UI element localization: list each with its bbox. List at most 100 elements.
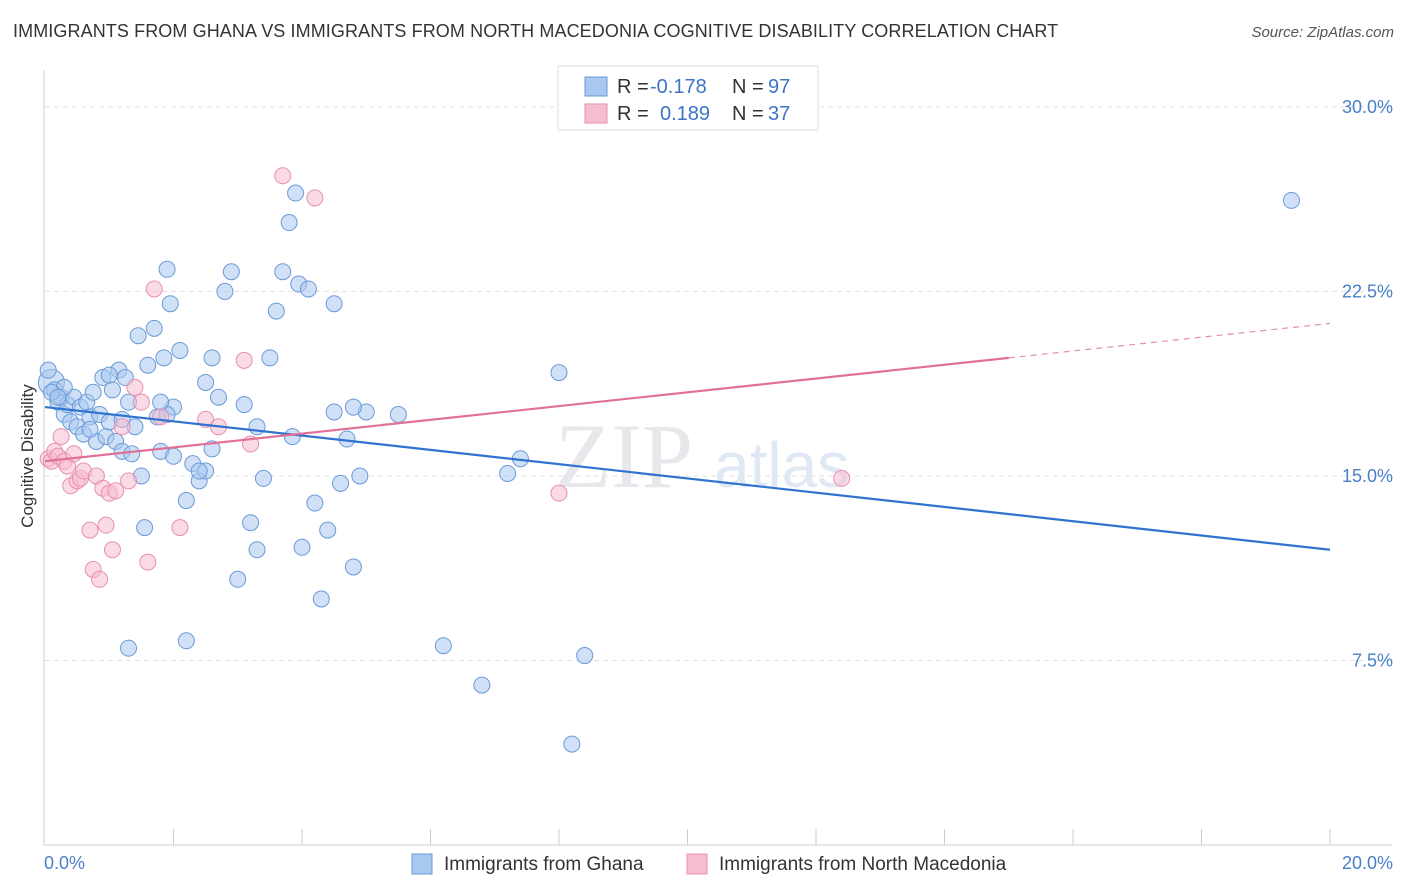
point-ghana — [136, 519, 154, 537]
point-ghana — [161, 295, 179, 313]
point-ghana — [203, 349, 221, 367]
point-ghana — [129, 327, 147, 345]
point-ghana — [216, 282, 234, 300]
point-ghana — [261, 349, 279, 367]
point-ghana — [351, 467, 369, 485]
point-ghana — [100, 366, 118, 384]
trendlines — [44, 322, 1331, 551]
point-ghana — [287, 184, 305, 202]
point-ghana — [299, 280, 317, 298]
trendline-ghana — [44, 405, 1331, 551]
watermark-atlas: atlas — [714, 429, 849, 501]
point-ghana — [332, 474, 350, 492]
point-north-macedonia — [235, 351, 253, 369]
x-tick-label-min: 0.0% — [44, 853, 85, 873]
bottom-legend-swatch-north-macedonia — [686, 853, 708, 875]
legend-box: R = -0.178 N = 97 R = 0.189 N = 37 — [557, 65, 819, 131]
point-ghana — [235, 396, 253, 414]
point-ghana — [81, 420, 99, 438]
point-north-macedonia — [103, 541, 121, 559]
point-ghana — [344, 558, 362, 576]
point-north-macedonia — [833, 469, 851, 487]
watermark-zip: ZIP — [555, 405, 693, 507]
point-north-macedonia — [171, 519, 189, 537]
y-tick-label: 30.0% — [1342, 97, 1393, 117]
y-tick-label: 7.5% — [1352, 650, 1393, 670]
legend-swatch-ghana — [584, 76, 608, 97]
legend-r-label-north-macedonia: R = — [617, 103, 649, 125]
point-ghana — [389, 405, 407, 423]
point-ghana — [319, 521, 337, 539]
legend-r-value-north-macedonia: 0.189 — [660, 103, 710, 125]
point-ghana — [103, 381, 121, 399]
point-ghana — [280, 214, 298, 232]
point-ghana — [344, 398, 362, 416]
point-ghana — [49, 388, 67, 406]
point-ghana — [190, 462, 208, 480]
point-north-macedonia — [91, 570, 109, 588]
point-ghana — [209, 388, 227, 406]
y-tick-label: 22.5% — [1342, 281, 1393, 301]
legend-n-value-ghana: 97 — [768, 76, 790, 98]
point-ghana — [165, 447, 182, 465]
point-ghana — [434, 637, 452, 655]
point-ghana — [283, 428, 301, 446]
point-north-macedonia — [132, 393, 150, 411]
bottom-legend-label-north-macedonia: Immigrants from North Macedonia — [719, 854, 1007, 875]
point-ghana — [473, 676, 491, 694]
point-ghana — [84, 383, 102, 401]
point-ghana — [120, 639, 138, 657]
point-ghana — [155, 349, 173, 367]
point-ghana — [39, 361, 57, 379]
point-north-macedonia — [52, 428, 70, 446]
legend-n-label-north-macedonia: N = — [732, 103, 764, 125]
point-ghana — [254, 469, 272, 487]
bottom-legend-swatch-ghana — [411, 853, 433, 875]
point-north-macedonia — [306, 189, 324, 207]
chart-title: IMMIGRANTS FROM GHANA VS IMMIGRANTS FROM… — [13, 21, 1059, 41]
point-north-macedonia — [274, 167, 292, 185]
point-north-macedonia — [97, 516, 115, 534]
point-north-macedonia — [139, 553, 157, 571]
point-ghana — [197, 373, 215, 391]
legend-swatch-north-macedonia — [584, 103, 608, 124]
trendline-north-macedonia-extension — [1008, 322, 1331, 359]
point-ghana — [325, 295, 343, 313]
point-north-macedonia — [550, 484, 568, 502]
point-ghana — [222, 263, 240, 281]
point-ghana — [248, 418, 266, 436]
legend-n-value-north-macedonia: 37 — [768, 103, 790, 125]
point-ghana — [312, 590, 330, 608]
point-ghana — [171, 341, 189, 359]
legend-n-label-ghana: N = — [732, 76, 764, 98]
point-ghana — [325, 403, 343, 421]
point-ghana — [177, 492, 195, 510]
point-ghana — [229, 570, 247, 588]
x-tick-label-max: 20.0% — [1342, 853, 1393, 873]
tick-labels: 7.5% 15.0% 22.5% 30.0% 0.0% 20.0% — [44, 97, 1393, 873]
point-north-macedonia — [107, 482, 125, 500]
point-north-macedonia — [113, 418, 131, 436]
point-ghana — [306, 494, 324, 512]
point-ghana — [203, 440, 221, 458]
point-north-macedonia — [145, 280, 163, 298]
grid — [45, 106, 1392, 661]
bottom-legend-label-ghana: Immigrants from Ghana — [444, 854, 644, 875]
point-ghana — [550, 364, 568, 382]
point-north-macedonia — [81, 521, 99, 539]
y-axis-title: Cognitive Disability — [18, 384, 37, 528]
point-north-macedonia — [120, 472, 138, 490]
point-ghana — [499, 464, 517, 482]
source-label: Source: ZipAtlas.com — [1251, 24, 1394, 41]
point-ghana — [274, 263, 292, 281]
point-ghana — [242, 514, 260, 532]
point-ghana — [158, 260, 176, 278]
point-ghana — [576, 647, 594, 665]
bottom-legend: Immigrants from Ghana Immigrants from No… — [411, 853, 1007, 875]
point-north-macedonia — [152, 408, 170, 426]
point-ghana — [248, 541, 266, 559]
point-ghana — [563, 735, 581, 753]
point-ghana — [293, 538, 311, 556]
point-ghana — [123, 445, 141, 463]
